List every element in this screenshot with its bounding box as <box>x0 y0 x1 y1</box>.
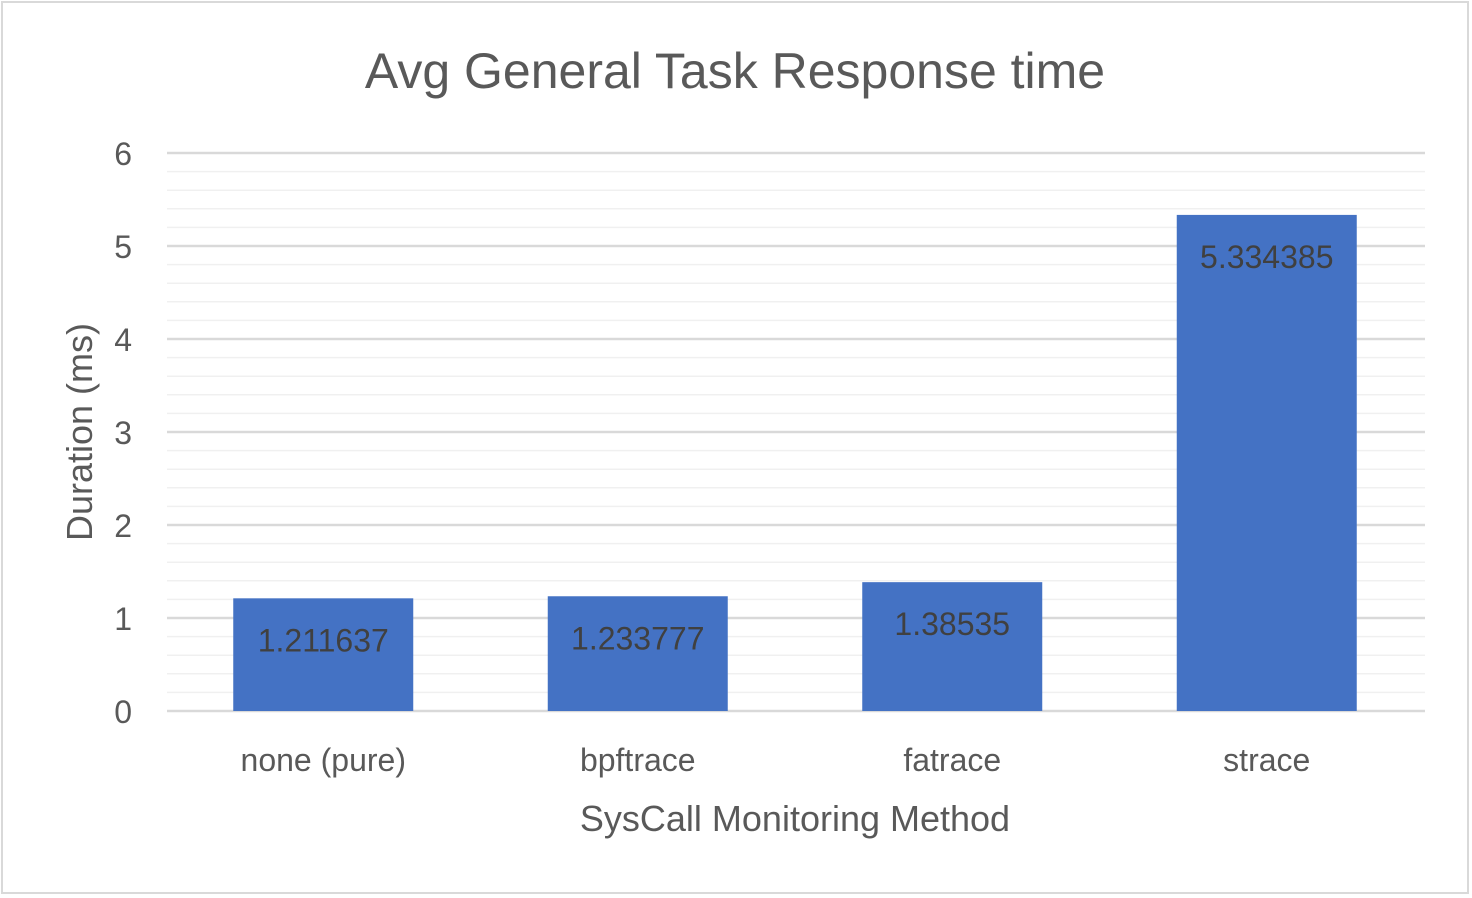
y-tick-label: 5 <box>114 229 132 265</box>
y-tick-label: 3 <box>114 415 132 451</box>
x-tick-label: none (pure) <box>241 742 406 778</box>
y-tick-label: 6 <box>114 136 132 172</box>
data-label: 1.233777 <box>571 620 704 656</box>
bar <box>547 596 728 711</box>
bar-series <box>233 214 1357 711</box>
x-tick-label: bpftrace <box>580 742 696 778</box>
bar <box>862 582 1043 711</box>
y-axis-label: Duration (ms) <box>59 323 100 541</box>
y-tick-label: 4 <box>114 322 132 358</box>
x-tick-label: fatrace <box>903 742 1001 778</box>
y-tick-label: 0 <box>114 694 132 730</box>
data-label: 1.211637 <box>258 622 389 658</box>
chart-title: Avg General Task Response time <box>365 43 1105 99</box>
y-tick-label: 2 <box>114 508 132 544</box>
bar <box>233 598 414 711</box>
data-labels: 1.211637 1.233777 1.38535 5.334385 <box>258 239 1334 658</box>
bar <box>1176 214 1357 711</box>
data-label: 1.38535 <box>894 606 1010 642</box>
x-axis-label: SysCall Monitoring Method <box>580 798 1010 839</box>
data-label: 5.334385 <box>1200 239 1333 275</box>
y-axis-ticks: 0 1 2 3 4 5 6 <box>114 136 132 730</box>
x-axis-ticks: none (pure) bpftrace fatrace strace <box>241 742 1311 778</box>
x-tick-label: strace <box>1223 742 1310 778</box>
y-tick-label: 1 <box>114 601 132 637</box>
